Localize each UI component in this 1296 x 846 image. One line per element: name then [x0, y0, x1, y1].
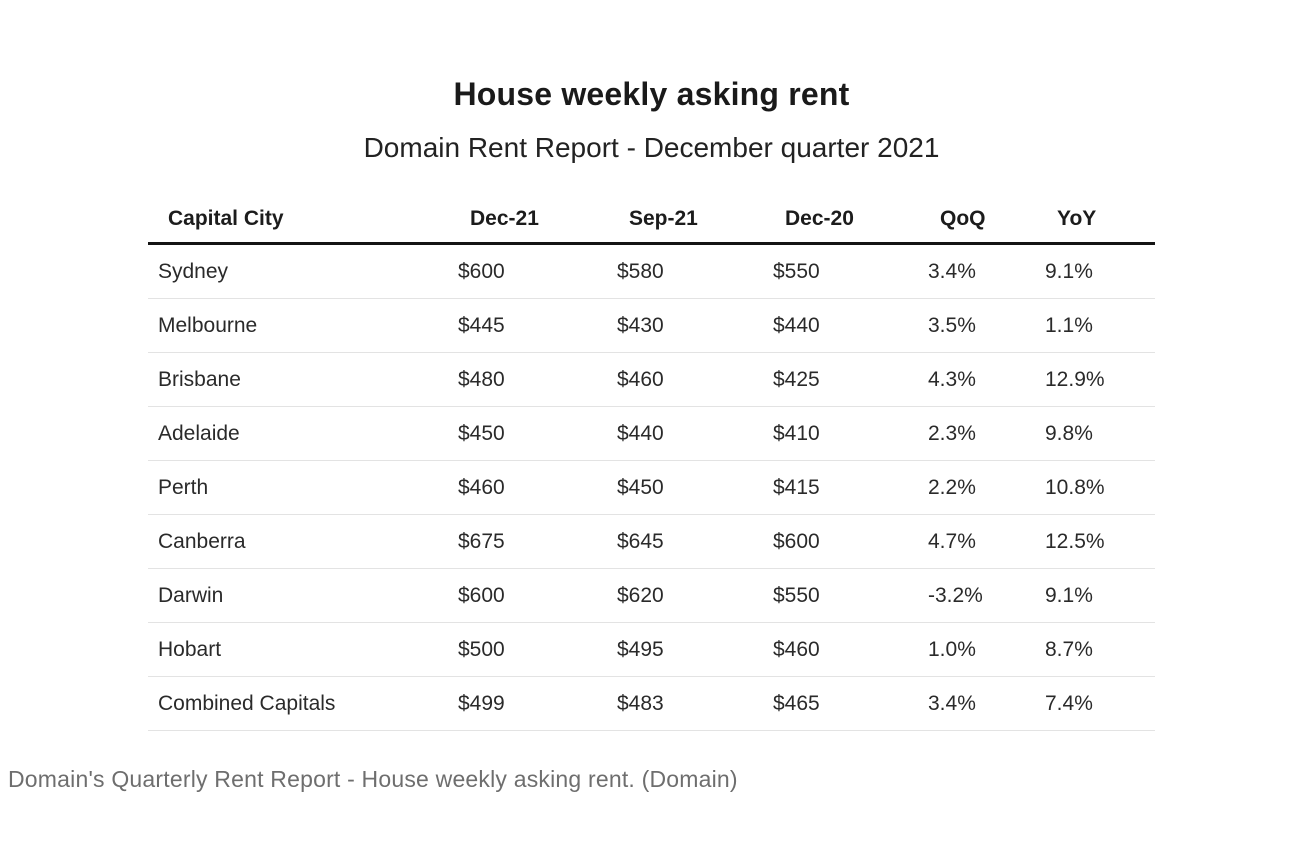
table-row-sydney: Sydney $600 $580 $550 3.4% 9.1%	[148, 243, 1155, 299]
value-cell: $620	[617, 568, 773, 623]
city-cell: Combined Capitals	[148, 676, 458, 731]
value-cell: 12.5%	[1045, 514, 1155, 569]
value-cell: $499	[458, 676, 617, 731]
value-cell: 1.0%	[928, 622, 1045, 677]
city-cell: Brisbane	[148, 352, 458, 407]
value-cell: 10.8%	[1045, 460, 1155, 515]
value-cell: $675	[458, 514, 617, 569]
value-cell: $445	[458, 298, 617, 353]
value-cell: 9.8%	[1045, 406, 1155, 461]
table-row-perth: Perth $460 $450 $415 2.2% 10.8%	[148, 460, 1155, 515]
city-cell: Melbourne	[148, 298, 458, 353]
city-cell: Darwin	[148, 568, 458, 623]
value-cell: 2.2%	[928, 460, 1045, 515]
value-cell: $550	[773, 568, 928, 623]
table-row-brisbane: Brisbane $480 $460 $425 4.3% 12.9%	[148, 352, 1155, 407]
table-row-hobart: Hobart $500 $495 $460 1.0% 8.7%	[148, 622, 1155, 677]
value-cell: $500	[458, 622, 617, 677]
value-cell: $600	[773, 514, 928, 569]
rent-table: Capital City Dec-21 Sep-21 Dec-20 QoQ YoY Syd…	[148, 195, 1155, 731]
city-cell: Sydney	[148, 243, 458, 299]
value-cell: $483	[617, 676, 773, 731]
column-header-qoq: QoQ	[928, 195, 1045, 245]
value-cell: $460	[617, 352, 773, 407]
table-body: Sydney $600 $580 $550 3.4% 9.1% Melbourne $445 $…	[148, 243, 1155, 731]
value-cell: $415	[773, 460, 928, 515]
city-cell: Perth	[148, 460, 458, 515]
value-cell: $580	[617, 243, 773, 299]
value-cell: $480	[458, 352, 617, 407]
value-cell: 7.4%	[1045, 676, 1155, 731]
value-cell: 3.4%	[928, 243, 1045, 299]
value-cell: $600	[458, 243, 617, 299]
value-cell: $495	[617, 622, 773, 677]
value-cell: 12.9%	[1045, 352, 1155, 407]
page-title: House weekly asking rent	[453, 76, 850, 112]
column-header-dec-21: Dec-21	[458, 195, 617, 245]
value-cell: $430	[617, 298, 773, 353]
value-cell: $450	[617, 460, 773, 515]
page-subtitle: Domain Rent Report - December quarter 20…	[363, 132, 940, 163]
table-row-canberra: Canberra $675 $645 $600 4.7% 12.5%	[148, 514, 1155, 569]
value-cell: 3.4%	[928, 676, 1045, 731]
value-cell: 2.3%	[928, 406, 1045, 461]
column-header-yoy: YoY	[1045, 195, 1155, 245]
column-header-capital-city: Capital City	[148, 195, 458, 245]
city-cell: Hobart	[148, 622, 458, 677]
value-cell: 3.5%	[928, 298, 1045, 353]
header-row: Capital City Dec-21 Sep-21 Dec-20 QoQ YoY	[148, 195, 1155, 245]
table-row-darwin: Darwin $600 $620 $550 -3.2% 9.1%	[148, 568, 1155, 623]
value-cell: $550	[773, 243, 928, 299]
value-cell: $440	[773, 298, 928, 353]
value-cell: 4.7%	[928, 514, 1045, 569]
value-cell: 8.7%	[1045, 622, 1155, 677]
value-cell: $460	[773, 622, 928, 677]
city-cell: Canberra	[148, 514, 458, 569]
value-cell: 1.1%	[1045, 298, 1155, 353]
value-cell: $425	[773, 352, 928, 407]
value-cell: $440	[617, 406, 773, 461]
rent-report-figure: House weekly asking rent Domain Rent Rep…	[148, 0, 1155, 740]
table-row-melbourne: Melbourne $445 $430 $440 3.5% 1.1%	[148, 298, 1155, 353]
value-cell: $410	[773, 406, 928, 461]
city-cell: Adelaide	[148, 406, 458, 461]
value-cell: $460	[458, 460, 617, 515]
value-cell: $645	[617, 514, 773, 569]
table-head: Capital City Dec-21 Sep-21 Dec-20 QoQ YoY	[148, 195, 1155, 245]
column-header-sep-21: Sep-21	[617, 195, 773, 245]
value-cell: $465	[773, 676, 928, 731]
value-cell: 9.1%	[1045, 243, 1155, 299]
table-row-combined-capitals: Combined Capitals $499 $483 $465 3.4% 7.4%	[148, 676, 1155, 731]
column-header-dec-20: Dec-20	[773, 195, 928, 245]
image-caption: Domain's Quarterly Rent Report - House w…	[8, 766, 738, 792]
value-cell: 9.1%	[1045, 568, 1155, 623]
value-cell: 4.3%	[928, 352, 1045, 407]
table-row-adelaide: Adelaide $450 $440 $410 2.3% 9.8%	[148, 406, 1155, 461]
value-cell: $450	[458, 406, 617, 461]
value-cell: -3.2%	[928, 568, 1045, 623]
value-cell: $600	[458, 568, 617, 623]
